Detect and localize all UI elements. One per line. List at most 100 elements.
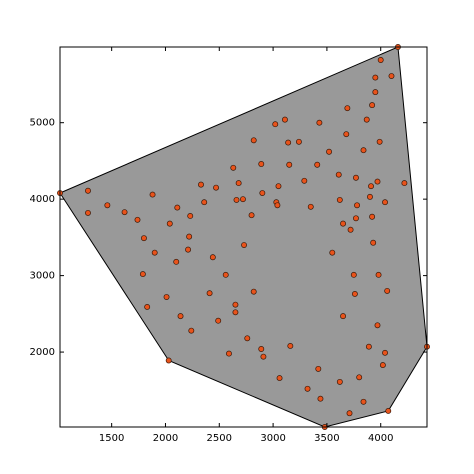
point [187,213,194,219]
point [351,291,358,297]
point [232,309,239,316]
point [250,137,257,144]
point [165,357,172,364]
point [230,164,237,171]
point [215,317,222,324]
point [314,161,321,168]
point [316,119,323,126]
x-tick-label: 1500 [99,433,124,444]
point [85,187,91,194]
point [244,335,251,342]
point [104,202,111,209]
point [144,304,151,310]
point [368,183,374,190]
point [233,196,240,203]
point [401,180,408,187]
point [360,147,367,154]
point [206,290,213,297]
point [139,271,146,278]
x-tick-label: 3000 [260,433,285,444]
point [363,116,370,123]
point [369,213,376,220]
point [340,313,347,320]
x-tick-label: 2000 [153,433,178,444]
point [382,349,388,356]
point [350,271,357,278]
point [188,327,195,334]
point [374,178,381,185]
point [365,343,372,350]
point [235,180,242,187]
x-tick-label: 2500 [207,433,232,444]
point [353,215,359,222]
point [140,235,147,242]
point [326,148,333,155]
point [285,139,292,146]
point [304,385,311,392]
point [258,346,265,352]
point [226,350,232,357]
point [374,322,381,329]
point [353,174,359,181]
point [274,202,281,209]
point [286,161,293,168]
point [372,74,379,81]
point [250,288,257,295]
point [336,378,343,385]
point [377,57,384,63]
point [85,209,91,216]
point [232,301,239,308]
y-tick-label: 4000 [30,194,55,205]
point [376,138,383,145]
point [340,220,347,227]
point [276,375,283,382]
point [281,116,288,123]
point [370,239,377,246]
point [177,313,184,320]
point [149,191,156,198]
point [259,190,266,196]
point [369,102,376,109]
point [301,177,308,184]
point [354,202,360,209]
point [275,183,282,190]
point [384,287,391,294]
x-tick-label: 4000 [368,433,393,444]
point [329,249,336,256]
point [347,226,354,233]
point [375,271,382,278]
point [121,209,128,216]
point [272,121,279,128]
point [382,199,388,206]
point [185,246,192,253]
y-tick-label: 2000 [30,347,55,358]
point [336,196,343,203]
point [346,410,353,417]
point [388,73,395,80]
point [198,181,204,188]
point [241,242,247,248]
point [295,138,302,145]
plot-frame [59,46,428,428]
point [372,89,379,96]
point [173,258,180,265]
point [385,407,392,414]
point [134,216,141,223]
point [344,105,351,112]
point [201,199,208,206]
point [367,193,373,200]
point [166,220,173,227]
x-tick-label: 3500 [314,433,339,444]
y-tick-label: 5000 [30,118,55,129]
point [287,343,294,349]
point [260,353,267,360]
point [307,203,314,210]
point [343,131,350,138]
point [163,294,170,300]
point [335,171,342,178]
point [379,362,386,369]
y-tick-label: 3000 [30,271,55,282]
point [209,254,216,261]
point [317,395,324,402]
